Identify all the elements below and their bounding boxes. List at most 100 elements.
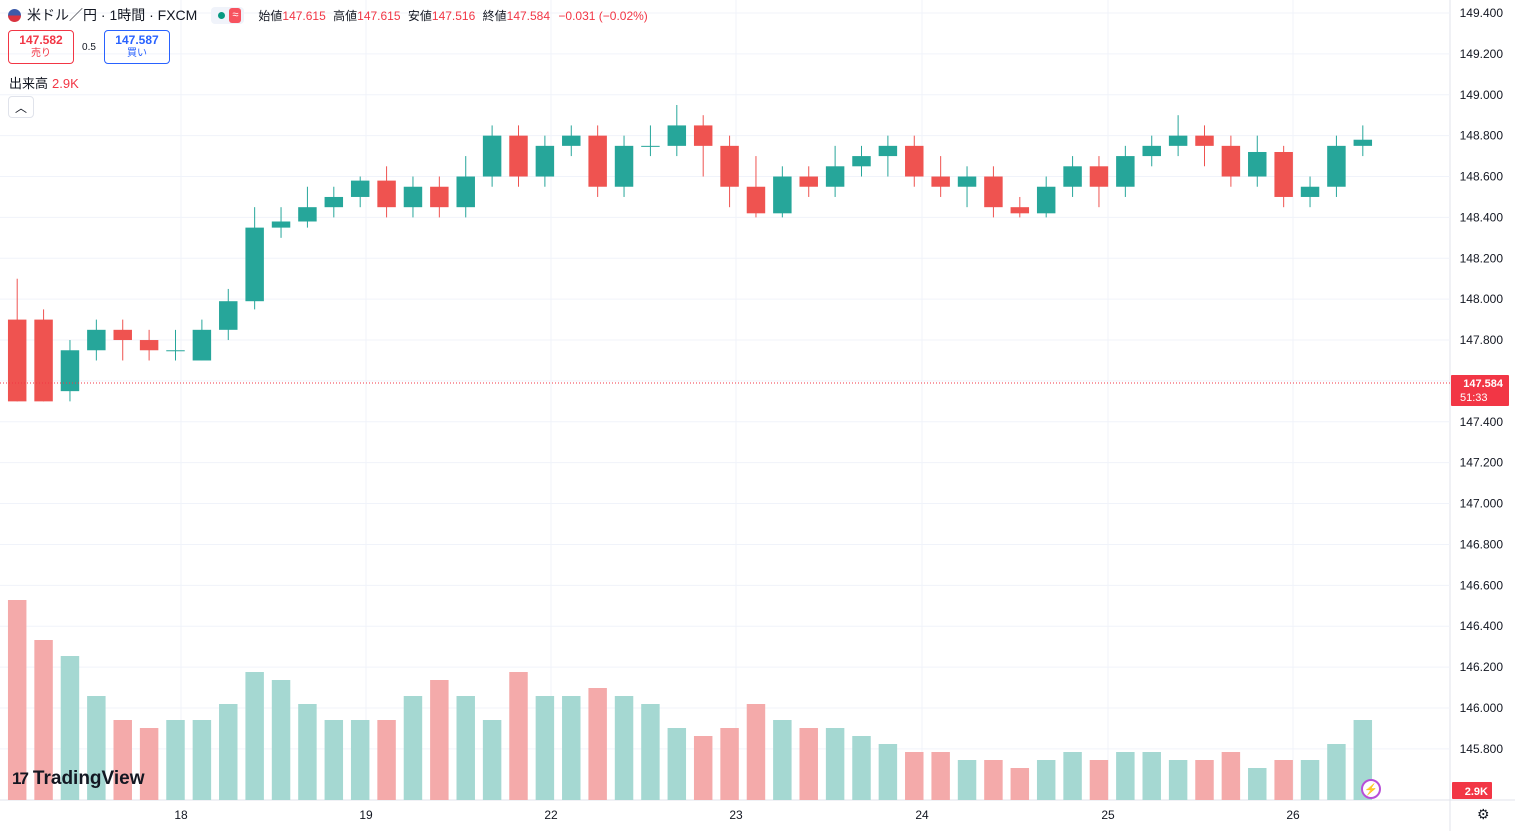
candle-body [773,176,792,214]
buy-price: 147.587 [115,33,159,47]
price-tick-label: 149.200 [1460,47,1504,61]
volume-bars [7,600,1373,800]
volume-bar [1327,744,1346,800]
time-tick-label: 24 [915,808,929,822]
candle-body [1353,139,1373,146]
volume-bar [350,720,370,800]
volume-bar [588,688,607,800]
price-tick-label: 148.000 [1460,292,1504,306]
candle-body [1116,156,1135,187]
price-tick-label: 148.400 [1460,210,1504,224]
market-open-dot-icon [218,11,226,19]
sell-price: 147.582 [19,33,63,47]
volume-bar [1221,752,1241,800]
volume-bar [1010,768,1030,800]
candle-body [1248,151,1267,177]
price-tick-label: 147.000 [1460,497,1504,511]
candle-body [403,186,423,208]
close-label: 終値 [482,8,507,23]
candle-body [799,176,818,187]
candle-body [350,180,370,197]
us-flag-icon [8,8,21,22]
candle-body [825,166,845,187]
candle-body [693,125,713,146]
candle-body [1142,145,1161,157]
candle-body [562,135,581,146]
volume-bar [1142,752,1161,800]
volume-bar [113,720,132,800]
volume-bar [139,728,159,800]
volume-bar [957,760,977,800]
candle-body [667,125,687,146]
volume-bar [562,696,581,800]
settings-gear-icon[interactable]: ⚙ [1477,806,1490,822]
buy-label: 買い [127,48,147,59]
candle-body [192,329,212,361]
price-tick-label: 147.800 [1460,333,1504,347]
tradingview-logo[interactable]: 17 TradingView [12,768,145,790]
volume-indicator-legend[interactable]: 出来高 2.9K [9,73,79,92]
volume-bar [34,640,53,800]
price-tick-label: 147.400 [1460,415,1504,429]
volume-bar [825,728,845,800]
sell-button[interactable]: 147.582 売り [8,30,74,64]
close-value: 147.584 [506,8,551,23]
time-tick-label: 23 [729,808,743,822]
candle-body [1010,207,1030,214]
symbol-title[interactable]: 米ドル／円 · 1時間 · FXCM [27,7,198,23]
candle-body [1063,166,1082,187]
time-tick-label: 19 [359,808,373,822]
time-axis: 18 19 22 23 24 25 26 [174,808,1300,822]
high-label: 高値 [333,8,358,23]
price-tick-label: 146.800 [1460,537,1504,551]
price-tick-label: 149.000 [1460,88,1504,102]
candle-body [1195,135,1214,146]
volume-bar [1195,760,1214,800]
volume-bar [456,696,475,800]
market-status-pill[interactable]: ≈ [211,6,245,24]
chevron-up-icon: ︿ [14,100,27,115]
candle-body [1274,151,1293,197]
low-value: 147.516 [431,8,476,23]
candle-body [957,176,977,187]
collapse-legend-button[interactable]: ︿ [8,96,34,118]
volume-bar [509,672,528,800]
candle-body [139,340,159,351]
volume-bar [984,760,1003,800]
price-tick-label: 147.200 [1460,456,1504,470]
volume-value: 2.9K [1465,786,1488,798]
volume-bar [403,696,423,800]
candle-body [34,319,53,402]
volume-bar [1063,752,1082,800]
volume-bar [324,720,344,800]
candle-body [87,329,106,351]
candle-body [931,176,950,187]
lightning-icon[interactable]: ⚡ [1361,779,1381,799]
candle-body [1089,166,1109,187]
volume-bar [720,728,739,800]
candle-body [166,350,185,352]
candle-body [588,135,607,187]
candle-body [852,156,871,167]
candle-body [219,301,238,330]
volume-bar [87,696,106,800]
open-label: 始値 [258,8,283,23]
volume-bar [852,736,871,800]
volume-bar [192,720,212,800]
buy-button[interactable]: 147.587 買い [104,30,170,64]
candle-body [905,145,924,177]
candle-body [509,135,528,177]
current-price-tag [1451,375,1509,406]
volume-indicator-value: 2.9K [52,76,79,91]
candle-body [641,145,660,147]
ohlc-values: 始値147.615 高値147.615 安値147.516 終値147.584 … [254,7,647,24]
price-tick-label: 148.200 [1460,251,1504,265]
price-tick-label: 146.400 [1460,619,1504,633]
price-tick-label: 146.000 [1460,701,1504,715]
volume-bar [878,744,898,800]
candle-body [720,145,739,187]
price-tick-label: 145.800 [1460,742,1504,756]
candle-body [1327,145,1346,187]
